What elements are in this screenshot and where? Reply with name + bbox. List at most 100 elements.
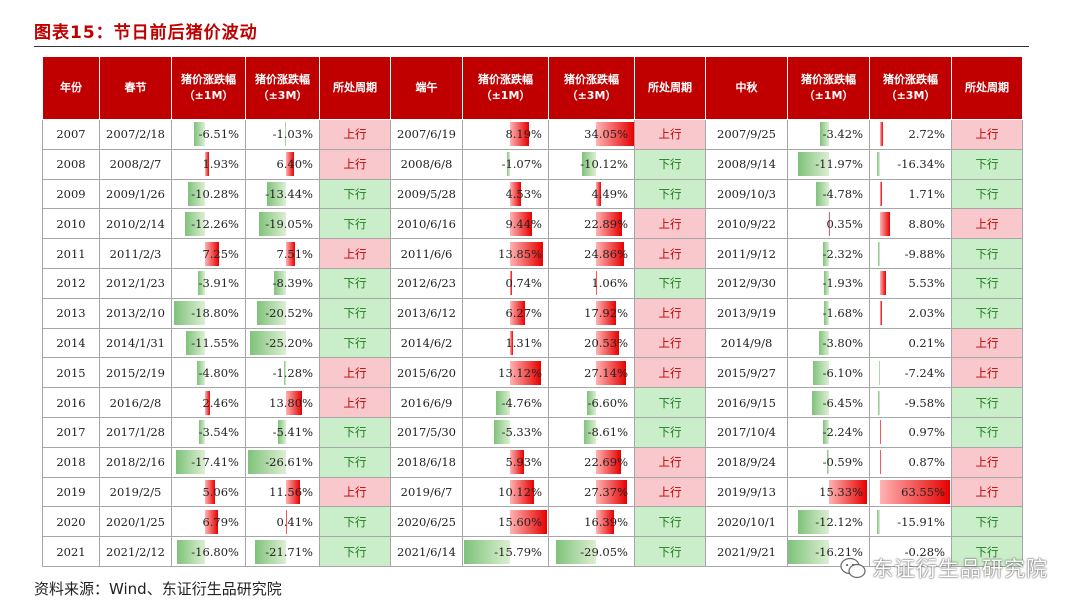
value-cell-inner: -8.61% — [549, 418, 634, 446]
value-text: 8.19% — [505, 127, 542, 142]
value-text: -19.05% — [265, 216, 313, 231]
positive-bar — [879, 211, 890, 236]
positive-bar — [204, 390, 210, 415]
mid-cycle-cell: 下行 — [951, 238, 1023, 269]
dragon-3m-cell: 34.05% — [548, 119, 635, 150]
dragon-date-cell: 2010/6/16 — [390, 208, 463, 240]
value-text: 7.51% — [276, 246, 313, 261]
value-text: -1.28% — [272, 365, 313, 380]
header-text: （±3M） — [257, 89, 308, 102]
value-cell-inner: 27.14% — [549, 359, 634, 387]
mid-3m-cell: -9.58% — [869, 387, 952, 418]
spring-1m-cell: -12.26% — [171, 208, 246, 240]
mid-date-cell: 2019/9/13 — [705, 476, 788, 508]
value-text: -25.20% — [265, 335, 313, 350]
value-text: -10.28% — [191, 186, 239, 201]
value-text: 11.56% — [269, 484, 313, 499]
value-cell-inner: 10.12% — [463, 478, 548, 506]
value-cell-inner: -4.78% — [788, 180, 869, 208]
negative-bar — [248, 450, 287, 475]
positive-bar — [879, 181, 882, 206]
dragon-cycle-cell: 上行 — [634, 327, 706, 359]
positive-bar — [204, 509, 219, 534]
negative-bar — [194, 122, 205, 147]
value-cell-inner: -6.45% — [788, 389, 869, 417]
mid-3m-cell: -16.34% — [869, 148, 952, 180]
positive-bar — [509, 509, 548, 534]
value-cell-inner: -9.88% — [870, 240, 951, 268]
value-text: 24.86% — [584, 246, 628, 261]
value-text: 10.12% — [498, 484, 542, 499]
dragon-3m-cell: 1.06% — [548, 267, 635, 299]
value-cell-inner: 4.49% — [549, 180, 634, 208]
positive-bar — [595, 122, 634, 147]
mid-cycle-cell: 下行 — [951, 148, 1023, 180]
dragon-3m-cell: 27.14% — [548, 357, 635, 389]
positive-bar — [595, 450, 622, 475]
year-cell: 2011 — [42, 238, 100, 269]
spring-3m-cell: 0.41% — [245, 506, 320, 538]
positive-bar — [509, 211, 533, 236]
value-text: -21.71% — [265, 544, 313, 559]
value-text: -1.07% — [501, 157, 542, 172]
dragon-cycle-cell: 上行 — [634, 238, 706, 269]
negative-bar — [824, 301, 829, 326]
value-cell-inner: 7.25% — [172, 240, 245, 268]
dragon-1m-cell: 4.53% — [462, 178, 549, 210]
dragon-date-cell: 2008/6/8 — [390, 148, 463, 180]
mid-3m-cell: -15.91% — [869, 506, 952, 538]
value-cell-inner: -5.33% — [463, 418, 548, 446]
negative-bar — [506, 152, 510, 177]
mid-date-cell: 2021/9/21 — [705, 536, 788, 567]
mid-3m-cell: 0.97% — [869, 416, 952, 448]
value-text: 6.79% — [202, 514, 239, 529]
spring-date-cell: 2009/1/26 — [99, 178, 172, 210]
value-text: 27.37% — [584, 484, 628, 499]
table-row: 2009 2009/1/26 -10.28% -13.44% 下行 2009/5/28 4.… — [42, 178, 1023, 210]
dragon-date-cell: 2013/6/12 — [390, 297, 463, 329]
mid-3m-cell: 8.80% — [869, 208, 952, 240]
value-cell-inner: 0.87% — [870, 448, 951, 476]
positive-bar — [595, 301, 616, 326]
dragon-cycle-cell: 下行 — [634, 267, 706, 299]
value-cell-inner: 8.19% — [463, 120, 548, 148]
header-spring-cycle: 所处周期 — [319, 56, 391, 120]
value-text: -12.26% — [191, 216, 239, 231]
value-text: -12.12% — [815, 514, 863, 529]
value-text: 5.93% — [505, 455, 542, 470]
value-text: -29.05% — [580, 544, 628, 559]
mid-3m-cell: 63.55% — [869, 476, 952, 508]
negative-bar — [274, 271, 287, 296]
table-row: 2018 2018/2/16 -17.41% -26.61% 下行 2018/6/18 5.… — [42, 446, 1023, 478]
spring-cycle-cell: 下行 — [319, 446, 391, 478]
mid-date-cell: 2012/9/30 — [705, 267, 788, 299]
spring-date-cell: 2007/2/18 — [99, 119, 172, 150]
value-text: -5.41% — [272, 425, 313, 440]
value-cell-inner: 16.39% — [549, 508, 634, 536]
value-cell-inner: -2.32% — [788, 240, 869, 268]
dragon-1m-cell: 15.60% — [462, 506, 549, 538]
value-cell-inner: 2.72% — [870, 120, 951, 148]
value-cell-inner: -0.59% — [788, 448, 869, 476]
mid-date-cell: 2014/9/8 — [705, 327, 788, 359]
value-text: 8.80% — [908, 216, 945, 231]
negative-bar — [813, 360, 829, 385]
table-row: 2017 2017/1/28 -3.54% -5.41% 下行 2017/5/30 -5.3… — [42, 416, 1023, 448]
chat-bubble-icon — [840, 557, 866, 579]
value-text: -3.91% — [198, 276, 239, 291]
negative-bar — [586, 390, 596, 415]
mid-1m-cell: -1.68% — [787, 297, 870, 329]
table-row: 2013 2013/2/10 -18.80% -20.52% 下行 2013/6/12 6.… — [42, 297, 1023, 329]
dragon-1m-cell: -15.79% — [462, 536, 549, 567]
value-cell-inner: 13.12% — [463, 359, 548, 387]
value-text: -4.76% — [501, 395, 542, 410]
header-text: 猪价涨跌幅 — [564, 73, 619, 86]
dragon-date-cell: 2012/6/23 — [390, 267, 463, 299]
value-cell-inner: -1.03% — [246, 120, 319, 148]
table-row: 2008 2008/2/7 1.93% 6.40% 上行 2008/6/8 -1.07% -1… — [42, 148, 1023, 180]
value-cell-inner: 0.35% — [788, 210, 869, 238]
positive-bar — [204, 152, 209, 177]
positive-bar — [509, 301, 525, 326]
value-cell-inner: 13.85% — [463, 240, 548, 268]
value-text: 0.41% — [276, 514, 313, 529]
